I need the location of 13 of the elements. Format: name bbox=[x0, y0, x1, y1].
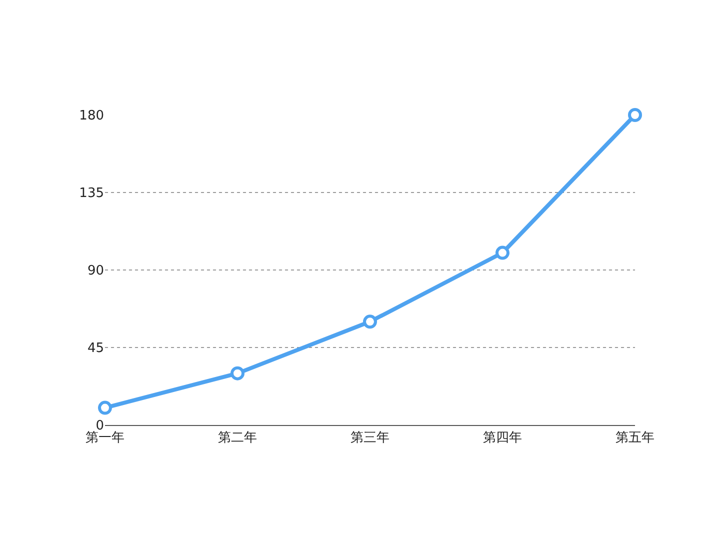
point bbox=[628, 108, 642, 122]
x-tick-label: 第二年 bbox=[218, 430, 257, 446]
point bbox=[496, 246, 510, 260]
y-tick-label: 180 bbox=[79, 108, 104, 124]
x-tick-label: 第三年 bbox=[350, 430, 390, 446]
y-tick-label: 45 bbox=[87, 341, 104, 356]
x-tick-label: 第五年 bbox=[616, 430, 654, 446]
point bbox=[98, 400, 112, 415]
y-tick-label: 90 bbox=[87, 264, 104, 279]
point bbox=[363, 314, 377, 329]
x-tick-label: 第四年 bbox=[483, 430, 522, 446]
point bbox=[230, 366, 244, 380]
y-tick-label: 135 bbox=[79, 186, 104, 202]
